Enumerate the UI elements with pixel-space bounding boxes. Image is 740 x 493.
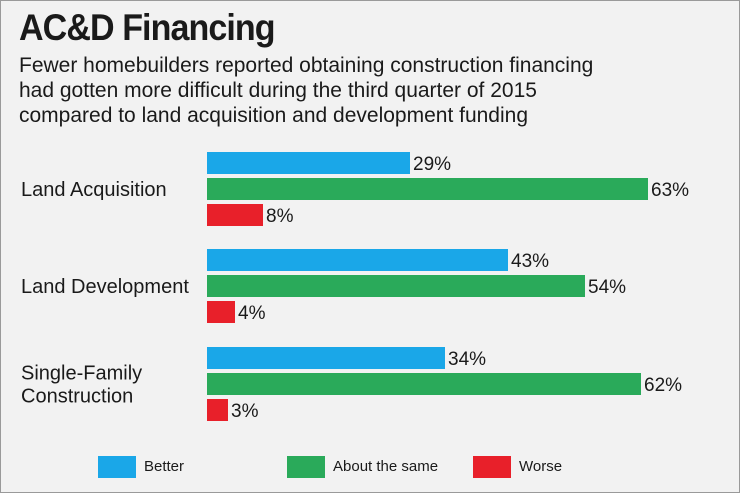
data-label: 29%	[413, 154, 451, 175]
subtitle-line-3: compared to land acquisition and develop…	[19, 104, 529, 127]
bar-better	[207, 347, 445, 369]
data-label: 63%	[651, 180, 689, 201]
bar-worse	[207, 301, 235, 323]
subtitle-line-1: Fewer homebuilders reported obtaining co…	[19, 54, 594, 77]
data-label: 3%	[231, 401, 259, 422]
bar-better	[207, 249, 508, 271]
category-label: Land Development	[21, 276, 189, 298]
bar-about-the-same	[207, 373, 641, 395]
data-label: 34%	[448, 349, 486, 370]
data-label: 8%	[266, 206, 294, 227]
chart-title: AC&D Financing	[19, 7, 276, 48]
bar-worse	[207, 399, 228, 421]
bar-worse	[207, 204, 263, 226]
bar-about-the-same	[207, 178, 648, 200]
category-label: Single-Family	[21, 363, 142, 385]
bar-about-the-same	[207, 275, 585, 297]
legend-label: Worse	[519, 458, 562, 475]
category-label: Land Acquisition	[21, 179, 167, 201]
legend-label: About the same	[333, 458, 438, 475]
legend-label: Better	[144, 458, 184, 475]
data-label: 4%	[238, 303, 266, 324]
bar-better	[207, 152, 410, 174]
data-label: 62%	[644, 375, 682, 396]
legend-swatch	[473, 456, 511, 478]
data-label: 43%	[511, 251, 549, 272]
legend-swatch	[98, 456, 136, 478]
data-label: 54%	[588, 277, 626, 298]
subtitle-line-2: had gotten more difficult during the thi…	[19, 79, 537, 102]
category-label: Construction	[21, 386, 133, 408]
chart-subtitle: Fewer homebuilders reported obtaining co…	[19, 53, 739, 128]
legend-swatch	[287, 456, 325, 478]
